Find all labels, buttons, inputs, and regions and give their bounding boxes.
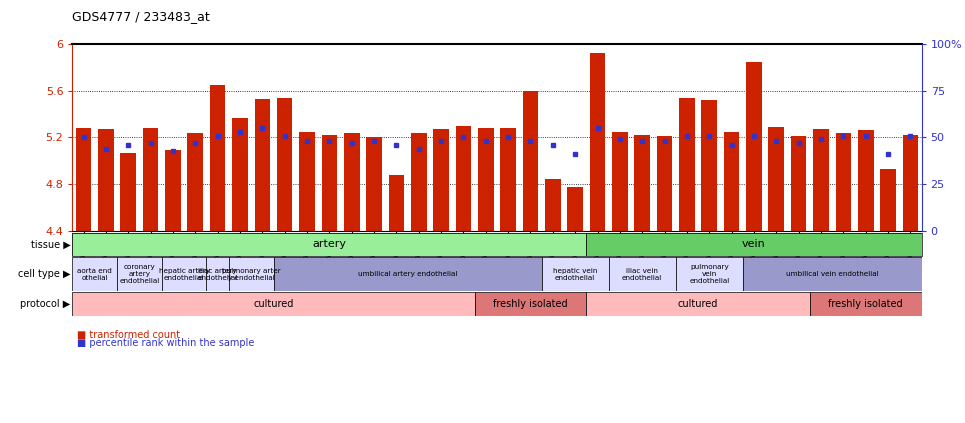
Text: ■ transformed count: ■ transformed count [77,330,180,341]
Bar [702,100,717,231]
Bar [209,85,226,231]
Bar [810,292,922,316]
Text: coronary
artery
endothelial: coronary artery endothelial [120,264,159,284]
Bar [187,133,203,231]
Text: hepatic vein
endothelial: hepatic vein endothelial [553,268,597,280]
Bar [612,132,627,231]
Bar [72,292,475,316]
Bar [880,169,896,231]
Bar [545,179,561,231]
Bar [541,257,609,291]
Bar [98,129,114,231]
Bar [634,135,650,231]
Text: pulmonary
vein
endothelial: pulmonary vein endothelial [689,264,730,284]
Text: hepatic artery
endothelial: hepatic artery endothelial [158,268,209,280]
Bar [676,257,743,291]
Bar [121,153,136,231]
Text: freshly isolated: freshly isolated [493,299,567,309]
Text: freshly isolated: freshly isolated [828,299,903,309]
Bar [207,257,229,291]
Text: umbilical artery endothelial: umbilical artery endothelial [358,271,457,277]
Text: artery: artery [313,239,346,249]
Bar [299,132,315,231]
Bar [411,133,427,231]
Text: aorta end
othelial: aorta end othelial [77,268,112,280]
Bar [523,91,538,231]
Bar [344,133,360,231]
Bar [455,126,471,231]
Bar [590,52,605,231]
Bar [743,257,922,291]
Bar [813,129,829,231]
Bar [858,131,873,231]
Bar [229,257,273,291]
Bar [724,132,739,231]
Text: GDS4777 / 233483_at: GDS4777 / 233483_at [72,10,210,23]
Bar [162,257,207,291]
Text: cultured: cultured [678,299,718,309]
Text: pulmonary arter
y endothelial: pulmonary arter y endothelial [222,268,281,280]
Text: cell type ▶: cell type ▶ [18,269,70,279]
Bar [277,98,292,231]
Bar [478,128,494,231]
Bar [500,128,516,231]
Bar [233,118,248,231]
Text: iliac artery
endothelial: iliac artery endothelial [198,268,237,280]
Bar [768,127,785,231]
Text: ■ percentile rank within the sample: ■ percentile rank within the sample [77,338,255,348]
Bar [609,257,675,291]
Bar [902,135,919,231]
Bar [746,62,761,231]
Bar [475,292,587,316]
Bar [679,98,695,231]
Bar [72,257,117,291]
Bar [255,99,270,231]
Bar [389,175,404,231]
Bar [72,233,587,256]
Text: umbilical vein endothelial: umbilical vein endothelial [786,271,878,277]
Bar [143,128,158,231]
Text: protocol ▶: protocol ▶ [20,299,70,309]
Text: vein: vein [742,239,766,249]
Bar [587,233,922,256]
Text: iliac vein
endothelial: iliac vein endothelial [622,268,662,280]
Bar [657,136,673,231]
Bar [117,257,162,291]
Bar [836,133,851,231]
Bar [75,128,92,231]
Text: tissue ▶: tissue ▶ [31,239,70,249]
Bar [433,129,449,231]
Bar [587,292,810,316]
Bar [367,137,382,231]
Bar [273,257,541,291]
Text: cultured: cultured [254,299,293,309]
Bar [321,135,337,231]
Bar [165,150,180,231]
Bar [791,136,807,231]
Bar [567,187,583,231]
